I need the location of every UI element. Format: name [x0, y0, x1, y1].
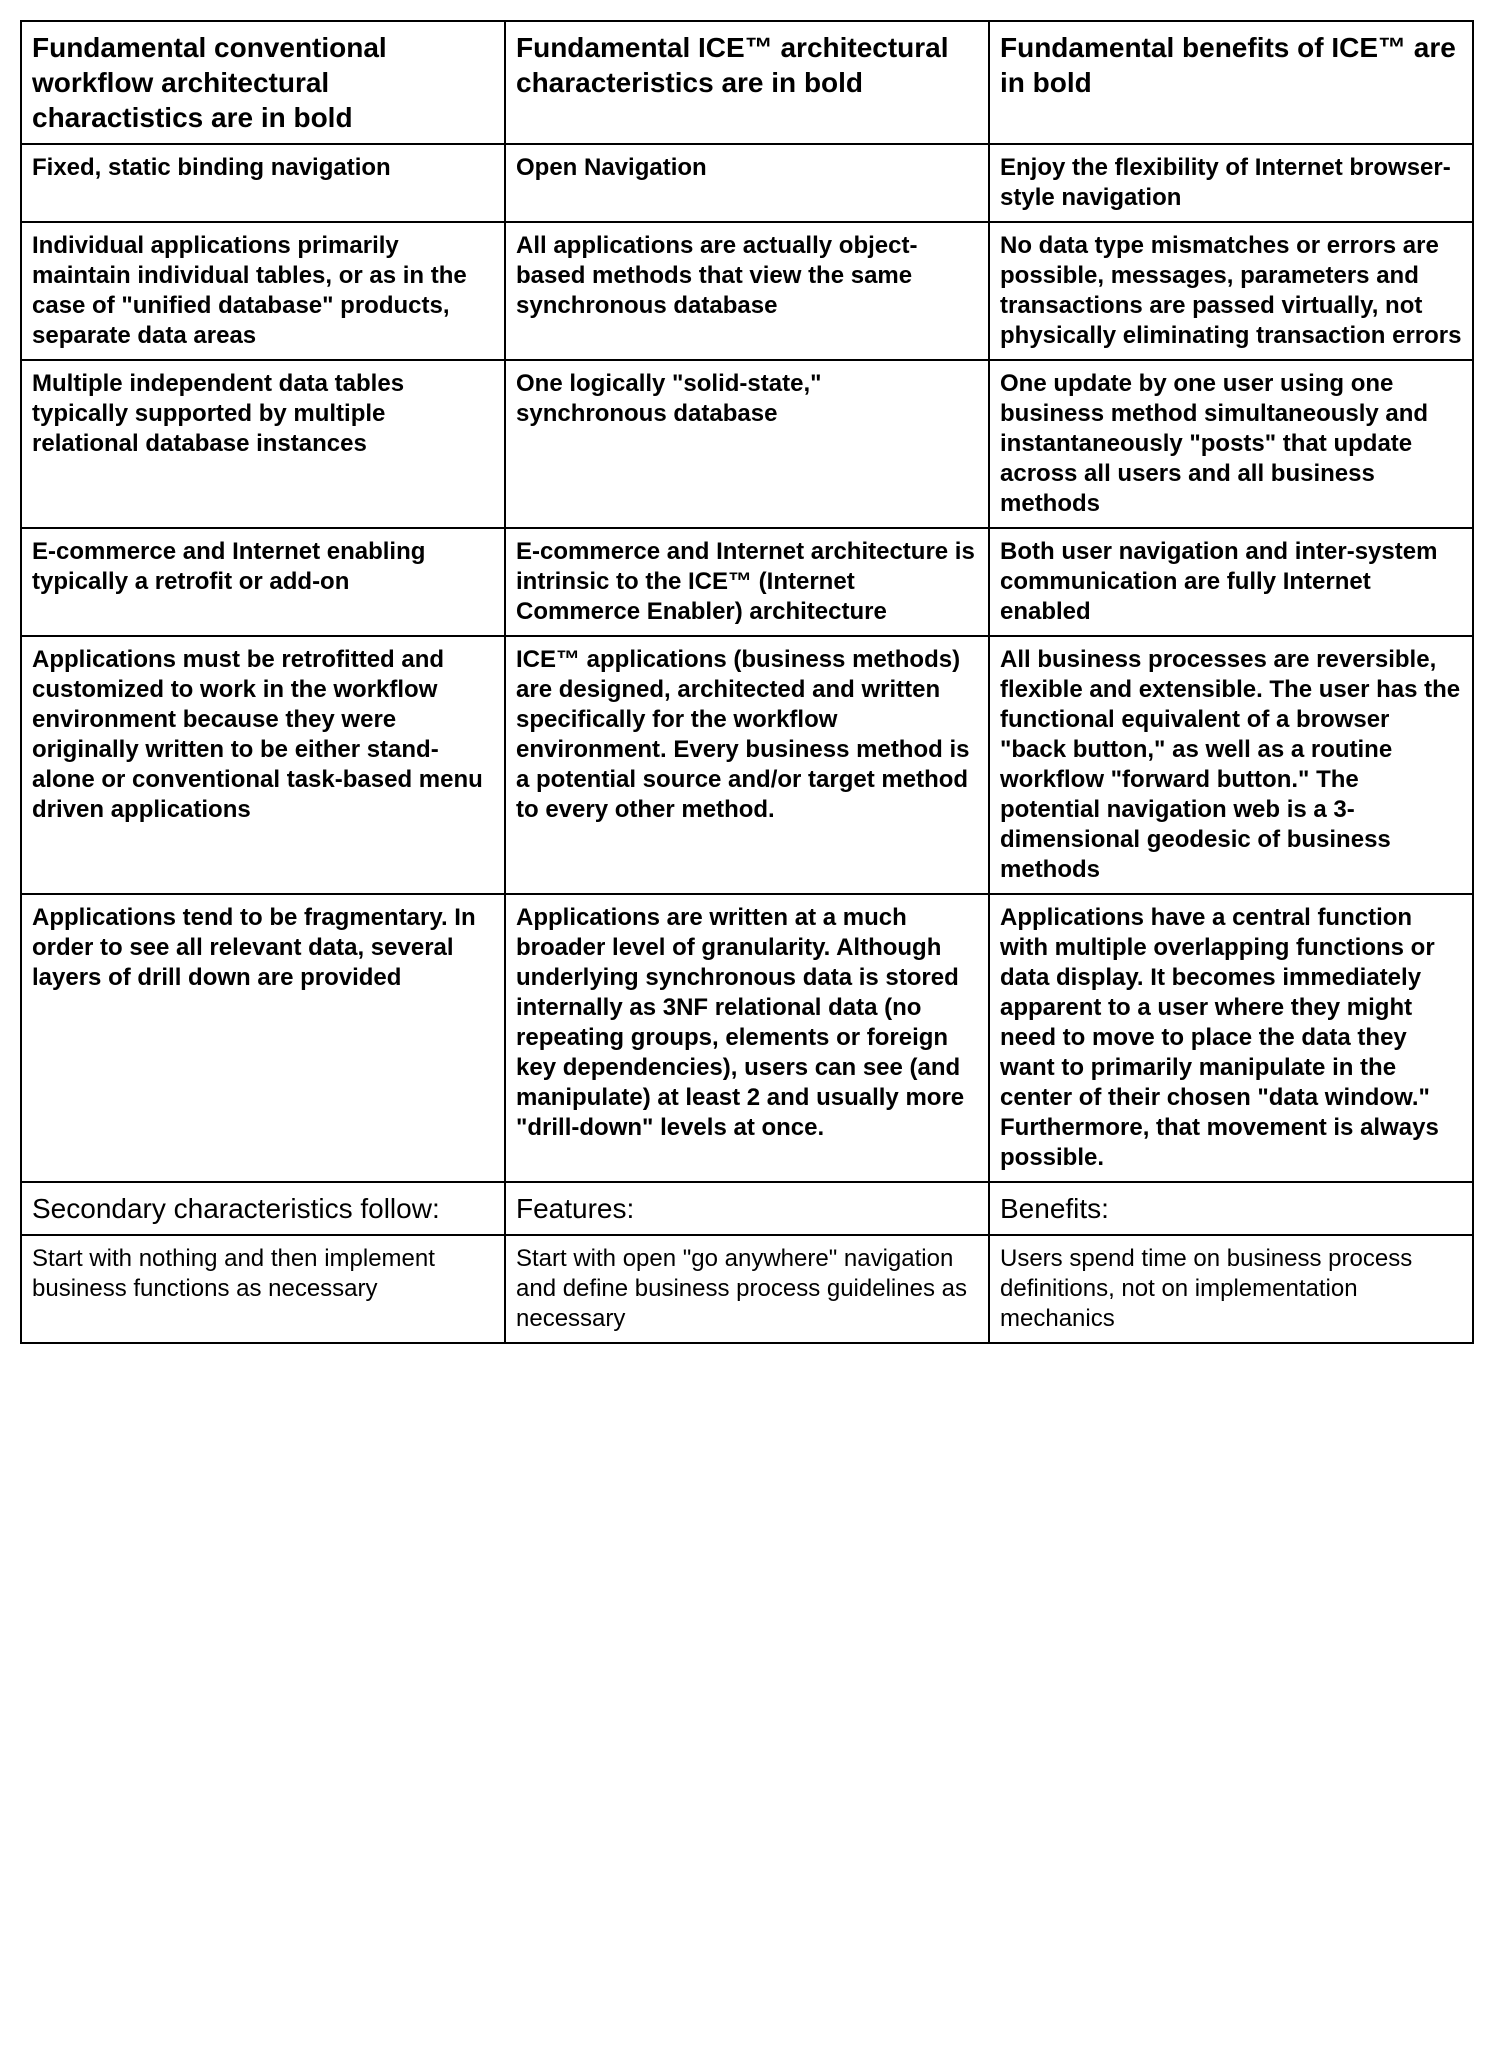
body-cell: Individual applications primarily mainta…: [21, 222, 505, 360]
section-cell: Features:: [505, 1182, 989, 1235]
body-cell: Applications tend to be fragmentary. In …: [21, 894, 505, 1182]
body-cell: Both user navigation and inter-system co…: [989, 528, 1473, 636]
body-cell: ICE™ applications (business methods) are…: [505, 636, 989, 894]
table-row: Individual applications primarily mainta…: [21, 222, 1473, 360]
body-cell: Fixed, static binding navigation: [21, 144, 505, 222]
body-cell: Applications must be retrofitted and cus…: [21, 636, 505, 894]
header-cell: Fundamental benefits of ICE™ are in bold: [989, 21, 1473, 144]
body-cell: Start with nothing and then implement bu…: [21, 1235, 505, 1343]
table-row: Applications must be retrofitted and cus…: [21, 636, 1473, 894]
body-cell: No data type mismatches or errors are po…: [989, 222, 1473, 360]
section-cell: Secondary characteristics follow:: [21, 1182, 505, 1235]
table-row: Secondary characteristics follow: Featur…: [21, 1182, 1473, 1235]
table-row: Multiple independent data tables typical…: [21, 360, 1473, 528]
body-cell: All applications are actually object-bas…: [505, 222, 989, 360]
body-cell: All business processes are reversible, f…: [989, 636, 1473, 894]
header-cell: Fundamental conventional workflow archit…: [21, 21, 505, 144]
table-row: Fundamental conventional workflow archit…: [21, 21, 1473, 144]
section-cell: Benefits:: [989, 1182, 1473, 1235]
body-cell: Multiple independent data tables typical…: [21, 360, 505, 528]
body-cell: Applications have a central function wit…: [989, 894, 1473, 1182]
table-body: Fundamental conventional workflow archit…: [21, 21, 1473, 1343]
table-row: Applications tend to be fragmentary. In …: [21, 894, 1473, 1182]
body-cell: Enjoy the flexibility of Internet browse…: [989, 144, 1473, 222]
body-cell: Users spend time on business process def…: [989, 1235, 1473, 1343]
body-cell: One update by one user using one busines…: [989, 360, 1473, 528]
table-row: Fixed, static binding navigation Open Na…: [21, 144, 1473, 222]
body-cell: Start with open "go anywhere" navigation…: [505, 1235, 989, 1343]
body-cell: E-commerce and Internet architecture is …: [505, 528, 989, 636]
body-cell: E-commerce and Internet enabling typical…: [21, 528, 505, 636]
table-row: E-commerce and Internet enabling typical…: [21, 528, 1473, 636]
body-cell: Open Navigation: [505, 144, 989, 222]
comparison-table: Fundamental conventional workflow archit…: [20, 20, 1474, 1344]
body-cell: One logically "solid-state," synchronous…: [505, 360, 989, 528]
body-cell: Applications are written at a much broad…: [505, 894, 989, 1182]
header-cell: Fundamental ICE™ architectural character…: [505, 21, 989, 144]
table-row: Start with nothing and then implement bu…: [21, 1235, 1473, 1343]
